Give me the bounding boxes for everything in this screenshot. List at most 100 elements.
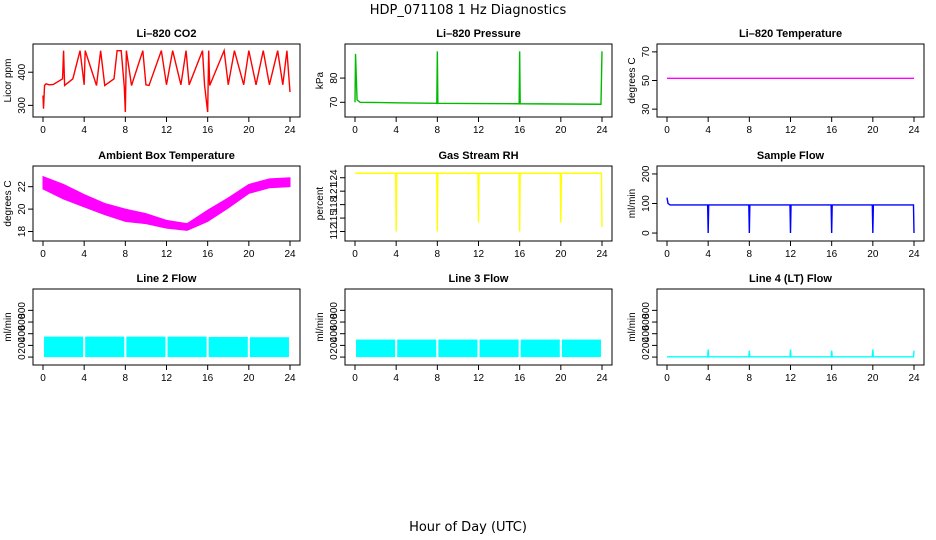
- y-tick-label: 300: [17, 97, 28, 114]
- y-tick-label: 400: [641, 325, 652, 342]
- y-tick-label: 22: [17, 181, 28, 193]
- y-tick-label: 112: [329, 223, 340, 239]
- y-tick-label: 400: [17, 63, 28, 80]
- y-tick-label: 600: [641, 313, 652, 330]
- x-tick-label: 12: [161, 249, 173, 260]
- x-tick-label: 4: [81, 373, 87, 384]
- y-tick-label: 800: [641, 302, 652, 319]
- x-tick-label: 0: [352, 125, 358, 136]
- data-band: [126, 336, 166, 358]
- x-tick-label: 12: [473, 249, 485, 260]
- x-tick-label: 16: [514, 373, 526, 384]
- data-line: [667, 349, 915, 358]
- data-layer: [355, 172, 603, 232]
- x-tick-label: 20: [243, 373, 255, 384]
- y-tick-label: 800: [329, 302, 340, 319]
- y-tick-label: 400: [17, 325, 28, 342]
- x-tick-label: 20: [555, 373, 567, 384]
- x-tick-label: 4: [393, 125, 399, 136]
- y-tick-label: 0: [329, 354, 340, 360]
- panel-title: Li–820 CO2: [137, 28, 197, 40]
- panel-4: Ambient Box Temperature 0 4 8 12 16 20 24 18 20 22…: [3, 150, 301, 260]
- data-line: [355, 172, 603, 232]
- x-tick-label: 16: [202, 373, 214, 384]
- x-tick-label: 24: [284, 249, 296, 260]
- x-tick-label: 8: [123, 373, 129, 384]
- panel-title: Line 3 Flow: [449, 273, 509, 285]
- panel-title: Li–820 Pressure: [436, 28, 520, 40]
- y-tick-label: 20: [17, 203, 28, 215]
- y-tick-label: 80: [329, 72, 340, 84]
- data-band: [249, 337, 289, 358]
- data-layer: [356, 339, 601, 358]
- y-tick-label: 0: [641, 230, 652, 236]
- x-tick-label: 4: [705, 125, 711, 136]
- plot-frame: [656, 43, 925, 118]
- data-band: [397, 339, 437, 358]
- x-tick-label: 20: [243, 249, 255, 260]
- x-tick-label: 16: [202, 249, 214, 260]
- y-axis-label: ml/min: [627, 312, 638, 341]
- x-tick-label: 12: [785, 249, 797, 260]
- x-tick-label: 24: [284, 373, 296, 384]
- x-tick-label: 20: [867, 125, 879, 136]
- x-tick-label: 0: [664, 249, 670, 260]
- x-tick-label: 20: [555, 249, 567, 260]
- x-tick-label: 12: [473, 373, 485, 384]
- x-tick-label: 24: [908, 373, 920, 384]
- y-tick-label: 800: [17, 302, 28, 319]
- data-layer: [44, 336, 289, 358]
- data-line: [666, 197, 915, 234]
- data-band: [438, 339, 478, 358]
- x-tick-label: 16: [826, 249, 838, 260]
- x-tick-label: 16: [202, 125, 214, 136]
- y-axis-label: ml/min: [3, 312, 14, 341]
- data-band: [520, 339, 560, 358]
- y-tick-label: 0: [17, 354, 28, 360]
- x-tick-label: 24: [908, 125, 920, 136]
- x-tick-label: 16: [514, 125, 526, 136]
- x-tick-label: 0: [352, 373, 358, 384]
- x-tick-label: 8: [435, 249, 441, 260]
- data-line: [354, 51, 603, 105]
- x-tick-label: 0: [664, 125, 670, 136]
- x-tick-label: 12: [161, 373, 173, 384]
- y-tick-label: 600: [329, 313, 340, 330]
- y-axis-label: ml/min: [315, 312, 326, 341]
- y-tick-label: 115: [329, 210, 340, 226]
- data-band: [208, 336, 248, 358]
- x-tick-label: 20: [867, 373, 879, 384]
- x-tick-label: 24: [596, 125, 608, 136]
- y-tick-label: 118: [329, 196, 340, 212]
- x-tick-label: 8: [747, 249, 753, 260]
- y-tick-label: 400: [329, 325, 340, 342]
- y-tick-label: 0: [641, 354, 652, 360]
- x-tick-label: 4: [81, 249, 87, 260]
- panel-5: Gas Stream RH 0 4 8 12 16 20 24 112115118121124p…: [315, 150, 613, 260]
- data-layer: [667, 349, 915, 358]
- x-tick-label: 4: [705, 249, 711, 260]
- x-tick-label: 20: [555, 125, 567, 136]
- y-tick-label: 18: [17, 226, 28, 238]
- data-line: [42, 47, 291, 113]
- plot-frame: [32, 165, 301, 242]
- x-tick-label: 8: [123, 125, 129, 136]
- data-band: [561, 339, 601, 358]
- x-tick-label: 12: [785, 373, 797, 384]
- data-layer: [42, 175, 291, 231]
- x-tick-label: 8: [435, 125, 441, 136]
- panel-title: Gas Stream RH: [438, 150, 518, 162]
- x-tick-label: 24: [908, 249, 920, 260]
- x-tick-label: 24: [284, 125, 296, 136]
- x-tick-label: 20: [243, 125, 255, 136]
- y-tick-label: 200: [329, 337, 340, 354]
- y-tick-label: 200: [641, 165, 652, 182]
- y-tick-label: 200: [17, 337, 28, 354]
